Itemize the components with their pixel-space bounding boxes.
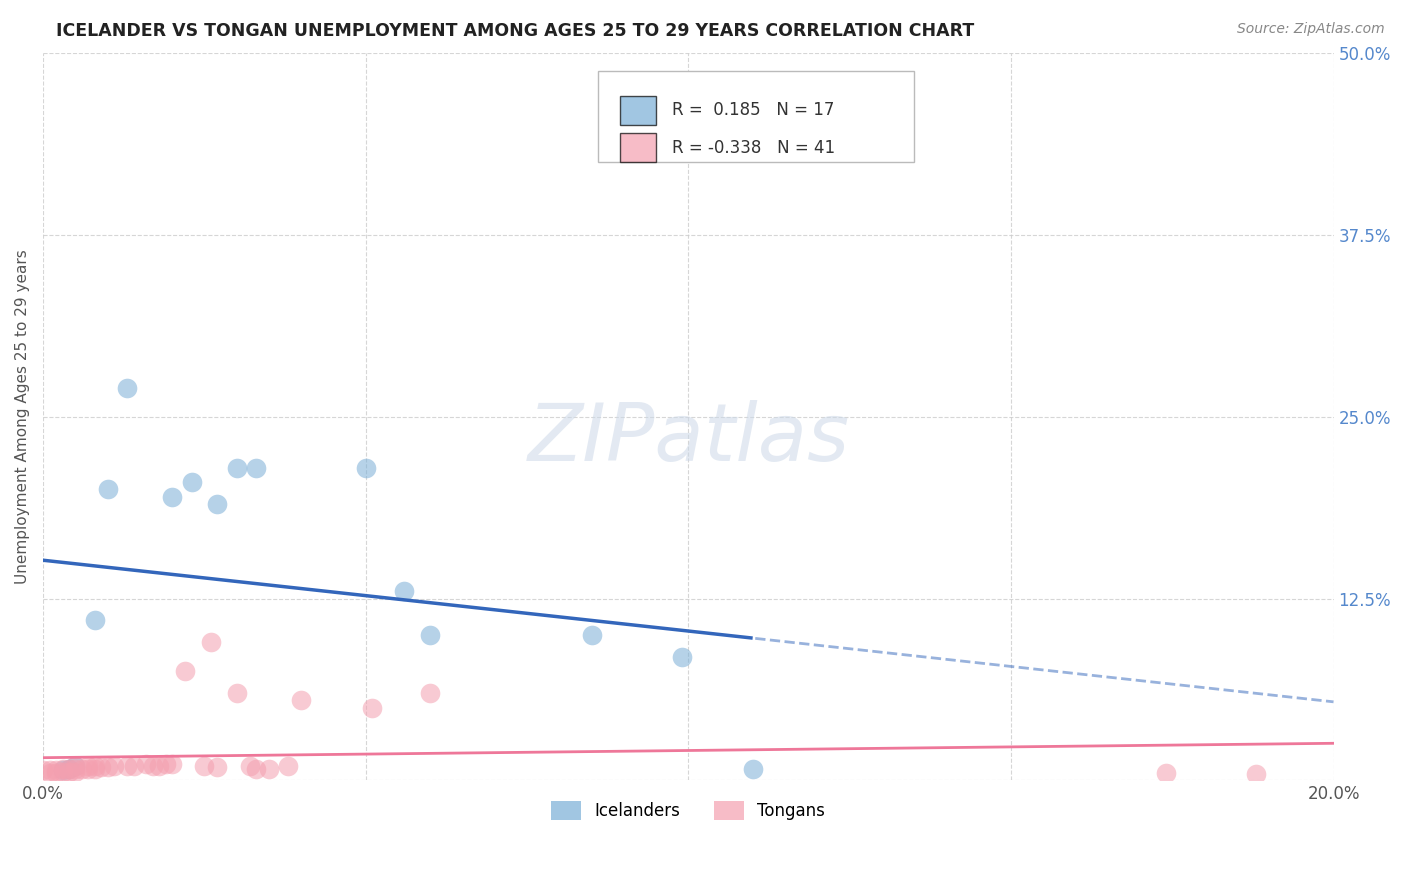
Point: [207, 760, 229, 774]
Point: [354, 460, 377, 475]
Point: [90, 760, 112, 774]
Point: [77, 762, 100, 776]
Point: [200, 635, 222, 649]
Point: [97, 760, 120, 774]
Point: [103, 758, 125, 772]
Point: [115, 381, 138, 395]
Point: [245, 762, 267, 776]
Point: [45, 763, 67, 777]
Point: [58, 762, 80, 776]
Point: [65, 758, 87, 772]
Point: [122, 758, 145, 772]
Point: [77, 758, 100, 772]
Point: [257, 762, 280, 776]
Text: R =  0.185   N = 17: R = 0.185 N = 17: [672, 101, 834, 120]
Point: [65, 758, 87, 772]
Point: [1154, 766, 1177, 780]
Point: [51, 763, 73, 777]
Point: [155, 757, 177, 772]
Point: [38, 766, 60, 780]
Point: [65, 764, 87, 779]
Point: [58, 762, 80, 776]
FancyBboxPatch shape: [598, 71, 914, 162]
Point: [97, 483, 120, 497]
Point: [290, 693, 312, 707]
Point: [419, 628, 441, 642]
Point: [115, 758, 138, 772]
Point: [671, 649, 693, 664]
Point: [225, 686, 247, 700]
Point: [180, 475, 202, 490]
Point: [245, 460, 267, 475]
Point: [58, 764, 80, 779]
Point: [32, 763, 55, 777]
Point: [394, 584, 416, 599]
Point: [70, 762, 93, 776]
Point: [741, 762, 763, 776]
Point: [83, 758, 105, 772]
Point: [1244, 767, 1267, 781]
Point: [581, 628, 603, 642]
FancyBboxPatch shape: [620, 95, 657, 125]
Point: [65, 762, 87, 776]
Point: [160, 490, 183, 504]
Point: [38, 763, 60, 777]
Legend: Icelanders, Tongans: Icelanders, Tongans: [544, 794, 832, 827]
Point: [51, 762, 73, 776]
Text: Source: ZipAtlas.com: Source: ZipAtlas.com: [1237, 22, 1385, 37]
Point: [361, 700, 384, 714]
Text: ZIPatlas: ZIPatlas: [527, 400, 849, 477]
Point: [45, 766, 67, 780]
Text: ICELANDER VS TONGAN UNEMPLOYMENT AMONG AGES 25 TO 29 YEARS CORRELATION CHART: ICELANDER VS TONGAN UNEMPLOYMENT AMONG A…: [56, 22, 974, 40]
Point: [142, 758, 165, 772]
Point: [148, 758, 170, 772]
Point: [174, 665, 197, 679]
Y-axis label: Unemployment Among Ages 25 to 29 years: Unemployment Among Ages 25 to 29 years: [15, 250, 30, 584]
Point: [193, 758, 215, 772]
Point: [207, 497, 229, 511]
Point: [239, 758, 262, 772]
Point: [419, 686, 441, 700]
Point: [225, 460, 247, 475]
Text: R = -0.338   N = 41: R = -0.338 N = 41: [672, 139, 835, 157]
Point: [83, 613, 105, 627]
FancyBboxPatch shape: [620, 133, 657, 162]
Point: [277, 758, 299, 772]
Point: [160, 757, 183, 772]
Point: [51, 764, 73, 779]
Point: [135, 757, 157, 772]
Point: [83, 762, 105, 776]
